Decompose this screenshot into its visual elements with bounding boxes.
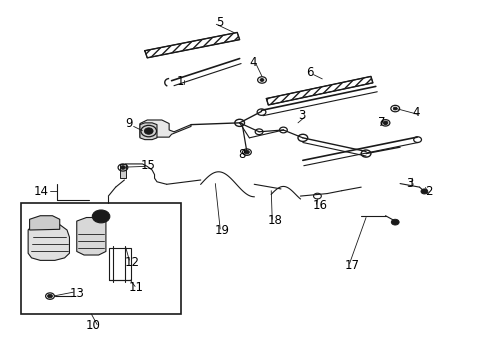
Circle shape xyxy=(392,107,396,110)
Circle shape xyxy=(244,150,249,154)
Circle shape xyxy=(390,219,398,225)
Text: 12: 12 xyxy=(125,256,140,269)
Bar xyxy=(109,248,131,280)
Text: 5: 5 xyxy=(216,16,224,29)
Circle shape xyxy=(382,121,387,125)
Text: 15: 15 xyxy=(141,159,155,172)
Text: 3: 3 xyxy=(406,177,413,190)
Text: 19: 19 xyxy=(215,224,230,237)
Polygon shape xyxy=(266,76,372,105)
Circle shape xyxy=(420,189,427,194)
Circle shape xyxy=(120,166,125,169)
Text: 11: 11 xyxy=(129,282,144,294)
Text: 1: 1 xyxy=(176,75,183,88)
Text: 16: 16 xyxy=(312,199,327,212)
Text: 2: 2 xyxy=(425,185,432,198)
Polygon shape xyxy=(144,32,239,58)
Text: 7: 7 xyxy=(378,116,385,129)
Polygon shape xyxy=(28,222,69,260)
Bar xyxy=(21,203,181,314)
Text: 4: 4 xyxy=(249,55,257,69)
Text: 18: 18 xyxy=(266,214,282,227)
Circle shape xyxy=(260,78,264,81)
Polygon shape xyxy=(77,217,106,255)
Polygon shape xyxy=(140,120,191,137)
Bar xyxy=(119,164,126,178)
Text: 4: 4 xyxy=(411,105,419,119)
Text: 13: 13 xyxy=(69,287,84,300)
Text: 8: 8 xyxy=(237,148,245,161)
Circle shape xyxy=(47,294,52,298)
Text: 9: 9 xyxy=(125,117,133,130)
Polygon shape xyxy=(30,216,60,230)
Text: 14: 14 xyxy=(34,185,49,198)
Circle shape xyxy=(92,210,110,223)
Circle shape xyxy=(144,128,153,134)
Polygon shape xyxy=(140,123,157,140)
Circle shape xyxy=(96,213,106,220)
Text: 3: 3 xyxy=(298,109,305,122)
Text: 6: 6 xyxy=(306,66,313,79)
Text: 17: 17 xyxy=(344,258,359,271)
Text: 10: 10 xyxy=(85,319,100,332)
